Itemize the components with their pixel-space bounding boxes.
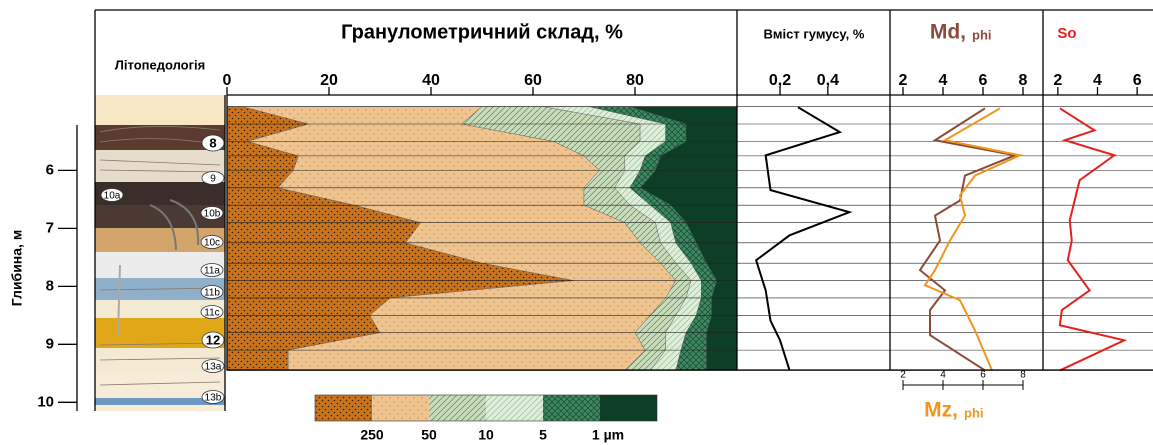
y-tick-label: 6: [46, 161, 54, 178]
unit-badge: [200, 263, 224, 277]
x-tick-label: 0,4: [817, 72, 839, 89]
unit-label: 10b: [204, 209, 221, 220]
legend-swatch: [486, 395, 543, 421]
legend-label: 5: [539, 427, 547, 443]
profile-line: [918, 107, 1019, 372]
chart-title-unit: phi: [972, 27, 992, 42]
profile-line: [754, 106, 853, 371]
x-tick-label: 80: [626, 72, 644, 89]
lithology-column: 8 9 10a 10b 10c 11a 11b 11c 12 13a 13b: [95, 95, 225, 411]
unit-badge: [200, 206, 224, 220]
lithology-stroke: [117, 264, 121, 336]
x-axis-label: Mz,: [924, 399, 958, 422]
x2-tick-label: 2: [900, 370, 906, 381]
lithology-stroke: [149, 204, 177, 251]
profile-line: [923, 107, 1024, 371]
unit-label: 12: [206, 332, 220, 347]
y-axis-label: Глибина, м: [9, 230, 25, 306]
legend-frame: [314, 394, 658, 422]
lithology-stroke: [99, 126, 221, 133]
unit-label: 11c: [204, 308, 219, 319]
unit-badge: [200, 235, 224, 249]
legend-label: 50: [421, 427, 437, 443]
x-tick-label: 2: [1053, 72, 1062, 89]
y-tick-label: 10: [37, 393, 54, 410]
legend-swatch: [543, 395, 600, 421]
legend-swatch: [372, 395, 429, 421]
x-axis-label-unit: phi: [964, 405, 984, 420]
x2-tick-label: 6: [980, 370, 986, 381]
x-tick-label: 6: [979, 72, 988, 89]
x-tick-label: 2: [899, 72, 908, 89]
x-tick-label: 60: [524, 72, 542, 89]
lithology-stroke: [99, 169, 221, 173]
x2-tick-label: 4: [940, 370, 946, 381]
x-tick-label: 4: [1093, 72, 1102, 89]
lithology-band: [95, 205, 225, 228]
lithology-stroke: [169, 199, 200, 246]
unit-badge: [201, 390, 225, 404]
lithology-title: Літопедологія: [115, 57, 205, 72]
y-tick-label: 8: [46, 277, 54, 294]
unit-label: 11b: [204, 288, 220, 299]
chart-title: Вміст гумусу, %: [764, 26, 865, 41]
chart-title: Гранулометричний склад, %: [341, 21, 623, 43]
lithology-stroke: [99, 357, 221, 361]
legend-swatch: [429, 395, 486, 421]
x-tick-label: 8: [1019, 72, 1028, 89]
unit-badge: [200, 285, 224, 299]
unit-badge: [200, 305, 224, 319]
overlay: 0 20 40 60 80 0,2 0,4 2 4 6 8 2 4 6 2 4 6 8 6 7 8 9 10 250 50 10 5…: [37, 9, 1153, 443]
x-tick-label: 0: [223, 72, 232, 89]
x-tick-label: 6: [1133, 72, 1142, 89]
lithology-stroke: [99, 381, 221, 386]
unit-label: 9: [210, 174, 216, 185]
unit-label: 8: [209, 135, 216, 150]
profile-line: [1058, 107, 1128, 372]
unit-badge: [201, 359, 225, 373]
unit-badge: [201, 331, 225, 349]
unit-label: 13b: [205, 393, 222, 404]
unit-label: 13a: [205, 362, 222, 373]
unit-badge: [100, 188, 124, 202]
y-tick-label: 9: [46, 335, 54, 352]
unit-label: 10c: [204, 238, 220, 249]
plot-frame: [94, 95, 1153, 411]
lithology-band: [95, 398, 225, 405]
legend-label: 10: [478, 427, 494, 443]
lithology-stroke: [99, 159, 221, 166]
unit-badge: [201, 171, 225, 185]
x-tick-label: 40: [422, 72, 440, 89]
legend-swatch: [315, 395, 372, 421]
chart-title: Md,: [930, 21, 966, 44]
lithology-band: [95, 300, 225, 318]
unit-label: 11a: [204, 266, 220, 277]
legend-swatch: [600, 395, 657, 421]
chart-title: So: [1057, 25, 1076, 42]
legend-label: 250: [360, 427, 384, 443]
header-frame: [94, 9, 1153, 370]
unit-label: 10a: [104, 191, 121, 202]
x-tick-label: 20: [320, 72, 338, 89]
plots: [226, 106, 738, 371]
unit-badge: [201, 134, 225, 152]
x-tick-label: 0,2: [769, 72, 791, 89]
x2-tick-label: 8: [1020, 370, 1026, 381]
legend-label: 1 µm: [592, 427, 624, 443]
lithology-band: [95, 405, 225, 411]
lithology-band: [95, 182, 225, 205]
lithology-stroke: [99, 342, 221, 346]
x-tick-label: 4: [939, 72, 948, 89]
lithology-band: [95, 95, 225, 125]
y-tick-label: 7: [46, 219, 54, 236]
